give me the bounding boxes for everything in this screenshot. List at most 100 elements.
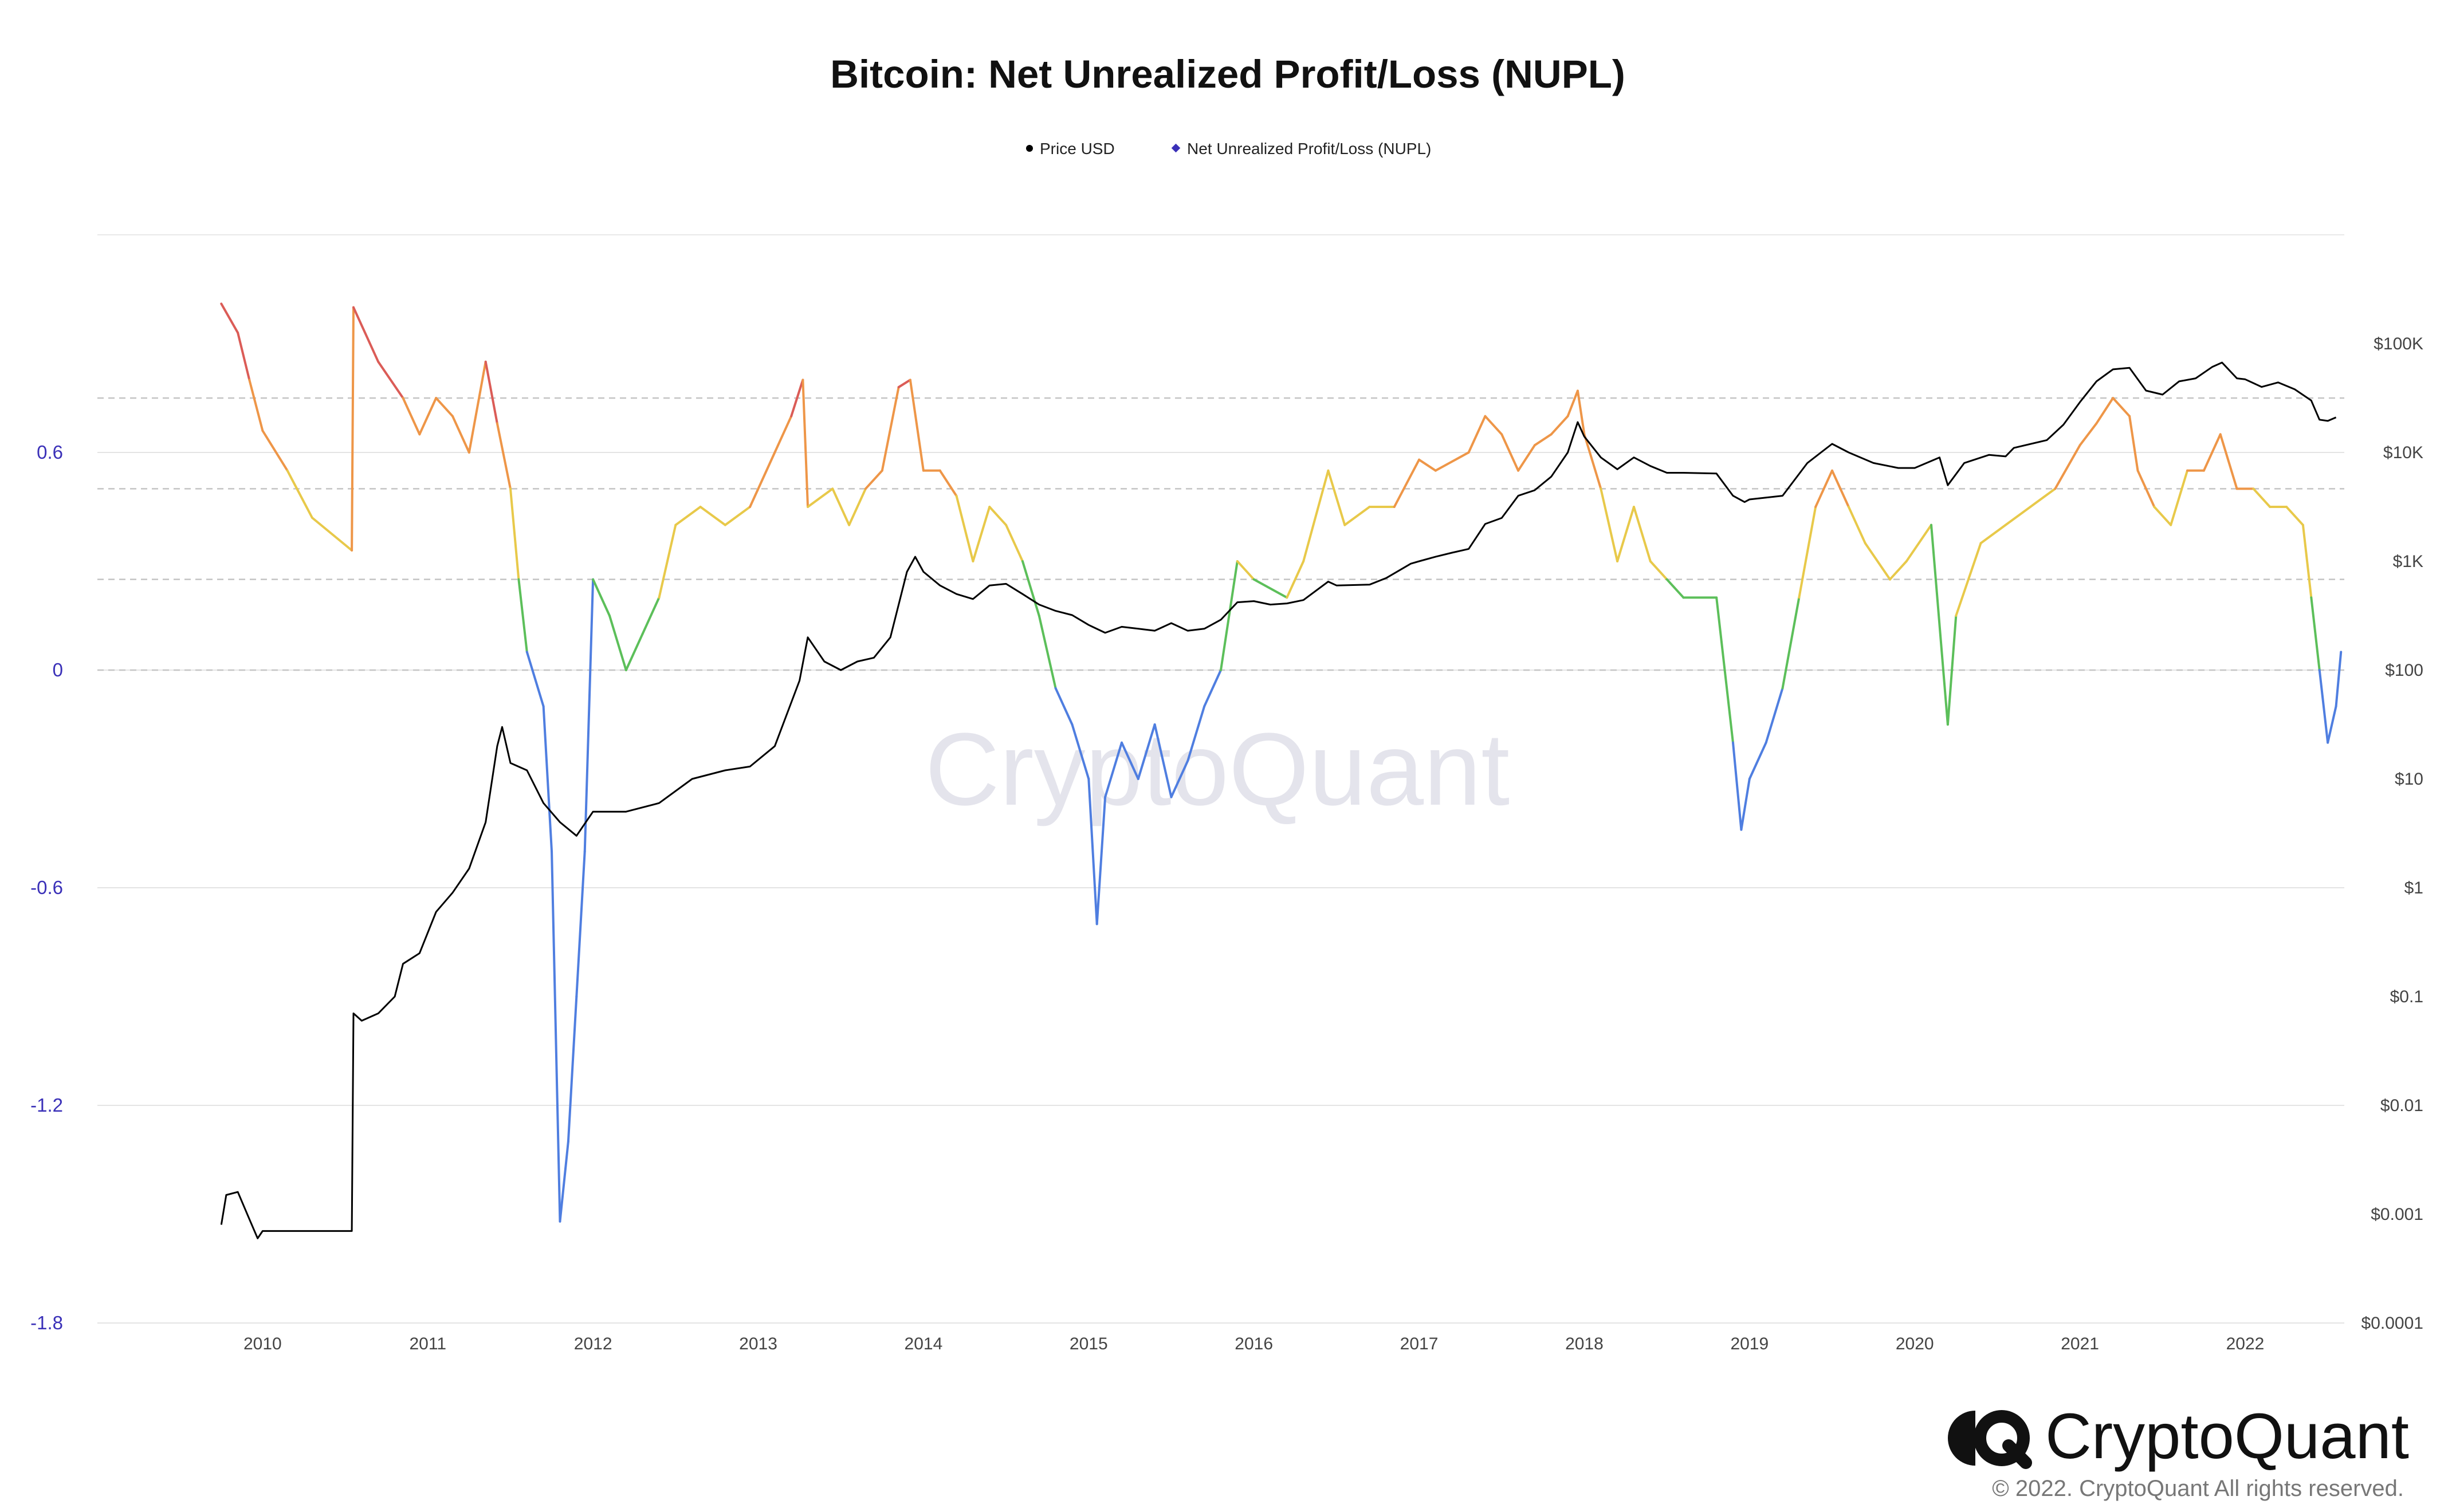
nupl-series-segment: [1888, 560, 1908, 581]
nupl-series-segment: [658, 523, 677, 599]
series-layer: [220, 302, 2343, 1239]
nupl-series-segment: [402, 397, 421, 436]
nupl-series-segment: [2112, 397, 2131, 418]
nupl-series-segment: [909, 379, 925, 472]
nupl-series-segment: [1120, 741, 1139, 780]
y-left-tick-label: 0.6: [37, 442, 63, 463]
nupl-series-segment: [551, 850, 561, 1223]
nupl-series-segment: [1955, 542, 1982, 617]
nupl-series-segment: [509, 487, 520, 581]
nupl-series-segment: [1864, 542, 1891, 581]
nupl-series-segment: [2310, 596, 2321, 671]
nupl-series-segment: [352, 306, 380, 363]
nupl-series-segment: [1087, 778, 1098, 926]
nupl-series-segment: [749, 451, 776, 508]
nupl-series-segment: [351, 306, 355, 552]
nupl-series-segment: [699, 506, 726, 526]
x-tick-label: 2019: [1730, 1334, 1769, 1353]
nupl-series-segment: [484, 360, 498, 425]
nupl-series-segment: [2153, 506, 2172, 526]
nupl-series-segment: [1153, 723, 1173, 798]
nupl-series-segment: [1765, 687, 1784, 744]
nupl-series-segment: [1748, 741, 1767, 780]
legend-marker-price-icon: [1026, 145, 1033, 152]
nupl-series-segment: [467, 360, 487, 454]
nupl-series-segment: [938, 469, 958, 497]
nupl-series-segment: [1616, 506, 1635, 562]
nupl-series-segment: [1533, 433, 1553, 447]
brand-name: CryptoQuant: [2045, 1400, 2409, 1472]
nupl-series-segment: [517, 578, 528, 653]
legend-item-nupl[interactable]: Net Unrealized Profit/Loss (NUPL): [1171, 140, 1432, 158]
nupl-series-segment: [311, 517, 353, 552]
nupl-series-segment: [831, 487, 851, 526]
nupl-series-segment: [2202, 433, 2222, 472]
nupl-series-segment: [261, 430, 289, 472]
nupl-series-segment: [220, 302, 239, 334]
nupl-series-segment: [237, 332, 251, 381]
nupl-series-segment: [1186, 705, 1206, 762]
nupl-series-segment: [1814, 469, 1834, 508]
nupl-series-segment: [1137, 723, 1156, 780]
nupl-series-segment: [525, 651, 545, 708]
nupl-series-segment: [2054, 444, 2081, 490]
nupl-series-segment: [2029, 487, 2057, 508]
nupl-series-segment: [972, 506, 991, 562]
nupl-series-segment: [1236, 560, 1255, 581]
brand-logo: CryptoQuant: [1948, 1400, 2409, 1472]
nupl-series-segment: [1500, 433, 1520, 472]
nupl-series-segment: [773, 415, 793, 454]
nupl-series-segment: [881, 386, 900, 472]
x-tick-label: 2018: [1565, 1334, 1604, 1353]
nupl-series-segment: [1203, 669, 1222, 708]
legend-item-price[interactable]: Price USD: [1026, 140, 1115, 158]
nupl-series-segment: [1252, 578, 1288, 599]
nupl-series-segment: [1071, 723, 1090, 780]
y-right-tick-label: $0.1: [2390, 987, 2423, 1006]
nupl-series-segment: [2252, 487, 2272, 508]
x-tick-label: 2017: [1400, 1334, 1439, 1353]
nupl-series-segment: [1286, 560, 1305, 599]
nupl-series-segment: [1434, 451, 1470, 472]
x-tick-label: 2011: [410, 1334, 447, 1353]
nupl-series-segment: [1170, 759, 1189, 798]
nupl-series-segment: [418, 397, 438, 436]
nupl-series-segment: [248, 379, 264, 432]
copyright-text: © 2022. CryptoQuant All rights reserved.: [1992, 1476, 2404, 1501]
nupl-series-segment: [2327, 705, 2337, 744]
nupl-series-segment: [1731, 741, 1743, 831]
nupl-series-segment: [1781, 596, 1801, 690]
nupl-series-segment: [2318, 669, 2329, 744]
nupl-series-segment: [2078, 422, 2098, 447]
nupl-series-segment: [1393, 458, 1421, 508]
nupl-series-segment: [2128, 415, 2139, 472]
price-usd-line: [220, 361, 2337, 1239]
y-right-tick-label: $10K: [2383, 443, 2423, 462]
nupl-series-segment: [542, 705, 553, 853]
nupl-series-segment: [1665, 578, 1685, 599]
nupl-series-segment: [988, 506, 1008, 526]
y-right-tick-label: $1: [2404, 879, 2423, 897]
nupl-series-segment: [1566, 389, 1579, 418]
nupl-series-segment: [1054, 687, 1074, 726]
nupl-series-segment: [1302, 469, 1330, 562]
nupl-series-segment: [2285, 506, 2304, 526]
nupl-series-segment: [1038, 615, 1057, 690]
nupl-series-segment: [1946, 615, 1958, 726]
nupl-series-segment: [1327, 469, 1346, 526]
nupl-series-segment: [286, 469, 313, 519]
x-tick-label: 2012: [574, 1334, 612, 1353]
nupl-series-segment: [897, 379, 911, 388]
y-right-tick-label: $100: [2385, 661, 2423, 680]
y-right-tick-label: $1K: [2393, 552, 2423, 571]
nupl-series-segment: [1021, 560, 1040, 617]
y-left-tick-label: -0.6: [30, 877, 63, 898]
watermark: CryptoQuant: [925, 712, 1510, 827]
nupl-series-segment: [1220, 560, 1239, 671]
nupl-series-segment: [1517, 444, 1536, 472]
nupl-series-segment: [583, 578, 595, 853]
nupl-series-segment: [2095, 397, 2115, 425]
nupl-series-segment: [801, 379, 810, 508]
x-tick-label: 2022: [2226, 1334, 2265, 1353]
